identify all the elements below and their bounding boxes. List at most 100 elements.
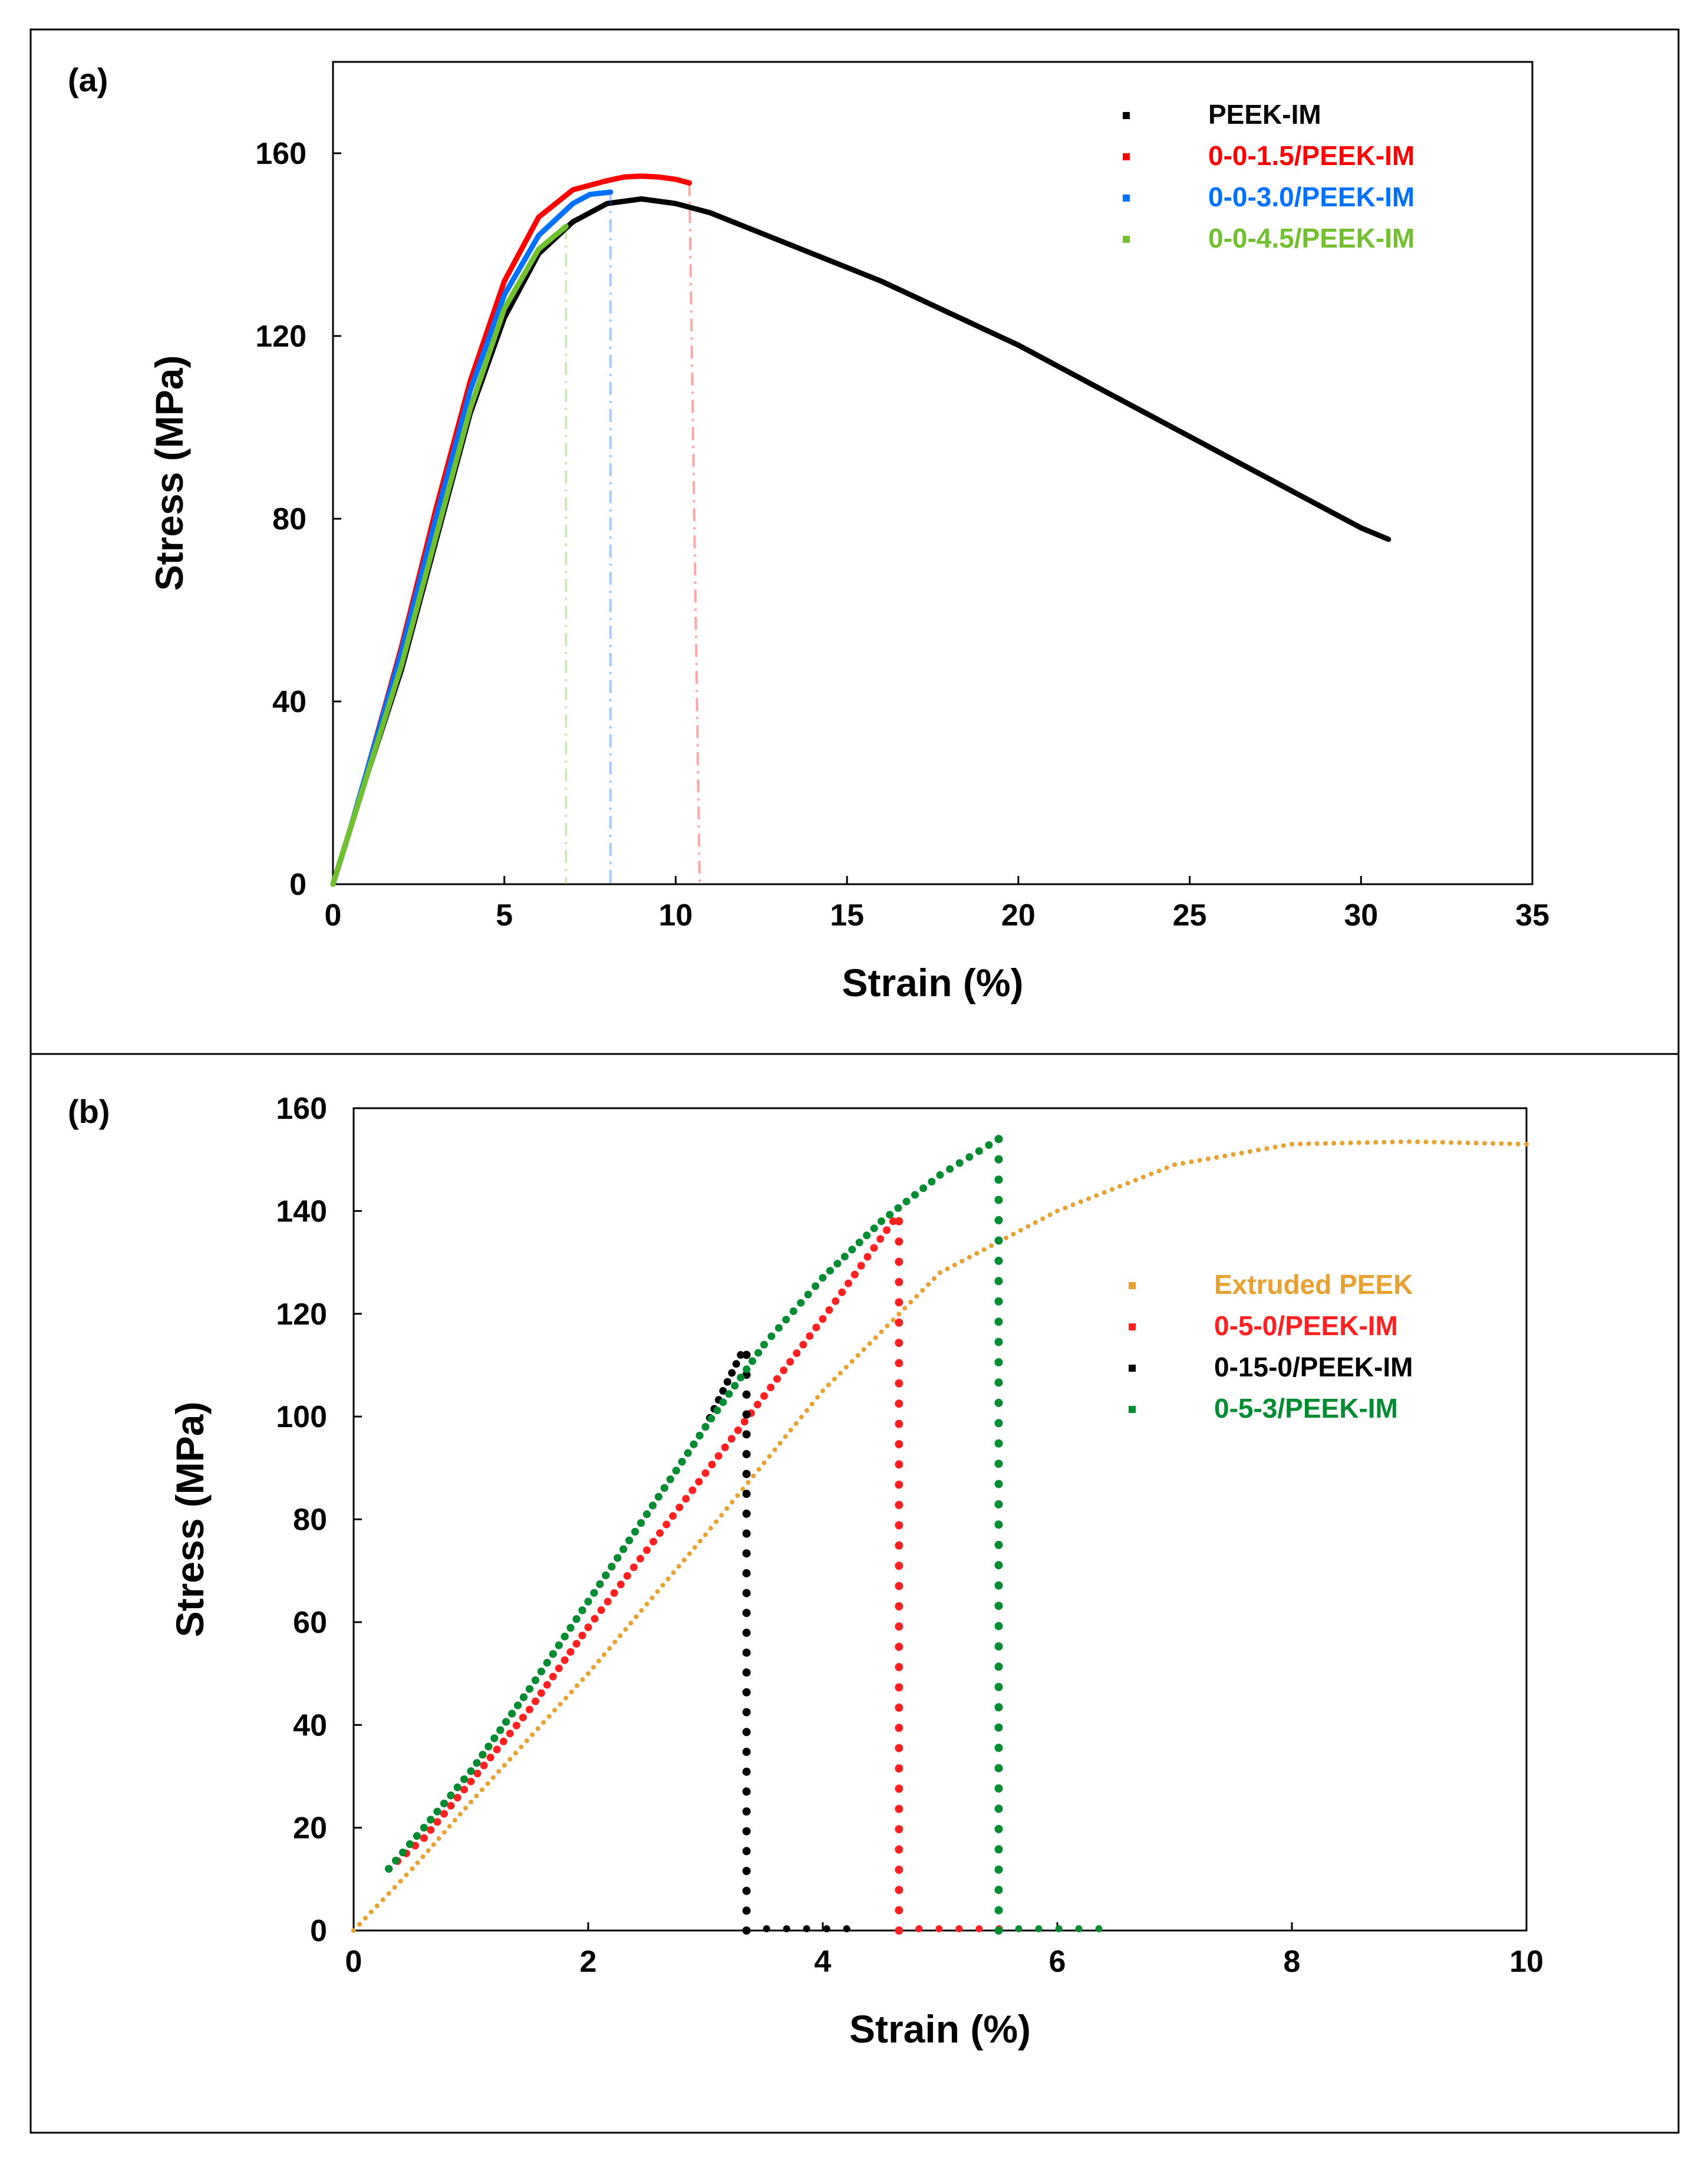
data-point-extruded-peek [1272,1145,1278,1149]
fracture-drop-point [994,1540,1003,1549]
x-axis-title: Strain (%) [849,2007,1031,2051]
fracture-drop-point [742,1648,751,1657]
fracture-drop-point [895,1724,904,1732]
data-point-extruded-peek [552,1708,558,1713]
data-point-0-5-3-peek-im [707,1415,715,1423]
data-point-extruded-peek [1197,1158,1202,1163]
data-point-extruded-peek [1415,1139,1420,1144]
data-point-0-5-0-peek-im [682,1495,690,1503]
fracture-drop-point [994,1723,1003,1732]
fracture-drop-point [742,1847,751,1856]
data-point-extruded-peek [676,1564,681,1569]
fracture-drop-point [994,1703,1003,1712]
data-point-0-5-3-peek-im [782,1316,790,1324]
data-point-0-5-3-peek-im [789,1307,797,1315]
legend-swatch-extruded-peek [1129,1282,1136,1289]
fracture-drop-point [895,1298,904,1307]
data-point-0-5-0-peek-im [610,1589,618,1597]
data-point-extruded-peek [1181,1161,1186,1166]
data-point-0-5-3-peek-im [725,1390,733,1398]
fracture-drop-point [895,1318,904,1327]
fracture-drop-point [895,1825,904,1834]
data-point-0-5-3-peek-im [420,1824,428,1832]
data-point-0-5-0-peek-im [721,1443,729,1451]
fracture-drop-point [994,1378,1003,1387]
series-0-5-0-peek-im [385,1217,1003,1935]
data-point-0-5-3-peek-im [985,1141,993,1149]
data-point-extruded-peek [815,1395,820,1400]
fracture-drop-point [895,1703,904,1712]
data-point-extruded-peek [1070,1202,1076,1207]
data-point-extruded-peek [558,1702,563,1707]
data-point-extruded-peek [1507,1141,1512,1147]
data-point-extruded-peek [357,1922,362,1927]
fracture-drop-point [994,1439,1003,1448]
data-point-0-5-0-peek-im [767,1383,775,1392]
data-point-0-5-0-peek-im [499,1737,507,1745]
x-tick-label: 0 [345,1945,362,1979]
fracture-drop-point [994,1175,1003,1184]
fracture-drop-point [895,1501,904,1510]
fracture-drop-point [994,1926,1003,1935]
data-point-extruded-peek [692,1545,697,1550]
data-point-0-5-0-peek-im [636,1554,644,1563]
data-point-extruded-peek [891,1317,896,1323]
fracture-drop-point [895,1865,904,1874]
data-point-extruded-peek [1482,1141,1487,1146]
data-point-0-5-0-peek-im [566,1648,575,1656]
data-point-extruded-peek [524,1738,529,1744]
fracture-drop-point [742,1728,751,1737]
data-point-extruded-peek [1499,1141,1504,1147]
data-point-extruded-peek [1189,1159,1194,1164]
data-point-extruded-peek [1055,1208,1060,1214]
data-point-extruded-peek [809,1401,815,1406]
data-point-0-5-0-peek-im [793,1349,801,1358]
data-point-extruded-peek [1164,1165,1169,1171]
data-point-extruded-peek [751,1473,756,1478]
data-point-extruded-peek [1078,1199,1083,1204]
data-point-0-5-3-peek-im [572,1615,581,1623]
post-fracture-point [1075,1925,1083,1932]
data-point-0-5-0-peek-im [850,1270,859,1279]
data-point-extruded-peek [1231,1152,1236,1157]
data-point-0-5-3-peek-im [520,1693,527,1701]
data-point-extruded-peek [380,1897,385,1902]
data-point-0-5-3-peek-im [701,1423,710,1431]
data-point-0-15-0-peek-im [719,1387,727,1395]
fracture-drop-point [994,1297,1003,1306]
data-point-extruded-peek [530,1732,535,1737]
data-point-extruded-peek [1432,1139,1437,1145]
series-0-0-4-5-peek-im [330,223,569,887]
data-point-extruded-peek [1205,1156,1211,1161]
data-point-0-5-0-peek-im [584,1623,592,1632]
post-fracture-point [915,1925,923,1932]
x-tick-label: 10 [1509,1945,1544,1979]
data-point-extruded-peek [714,1519,719,1524]
legend-label-peek-im: PEEK-IM [1208,99,1321,130]
data-point-0-5-3-peek-im [514,1701,522,1709]
data-point-extruded-peek [756,1467,761,1472]
data-point-extruded-peek [1117,1184,1123,1189]
data-point-0-5-3-peek-im [840,1253,849,1261]
data-point-0-5-0-peek-im [453,1794,461,1802]
fracture-drop-point [994,1398,1003,1407]
data-point-0-5-0-peek-im [480,1761,488,1770]
data-point-extruded-peek [485,1781,490,1786]
data-point-extruded-peek [1239,1151,1244,1155]
fracture-drop-point [895,1764,904,1773]
data-point-0-5-0-peek-im [537,1689,545,1697]
data-point-0-5-3-peek-im [614,1554,622,1562]
data-point-extruded-peek [783,1434,788,1439]
x-tick-label: 0 [325,898,342,933]
data-point-0-5-3-peek-im [543,1659,551,1667]
data-point-extruded-peek [1515,1141,1521,1147]
data-point-extruded-peek [490,1775,496,1780]
data-point-0-5-0-peek-im [812,1323,820,1332]
fracture-drop-point [895,1521,904,1530]
legend-label-0-15-0-peek-im: 0-15-0/PEEK-IM [1214,1352,1413,1382]
post-fracture-point [823,1925,830,1932]
data-point-extruded-peek [628,1620,634,1626]
fracture-drop-point [994,1764,1003,1773]
data-point-0-5-0-peek-im [688,1486,697,1494]
